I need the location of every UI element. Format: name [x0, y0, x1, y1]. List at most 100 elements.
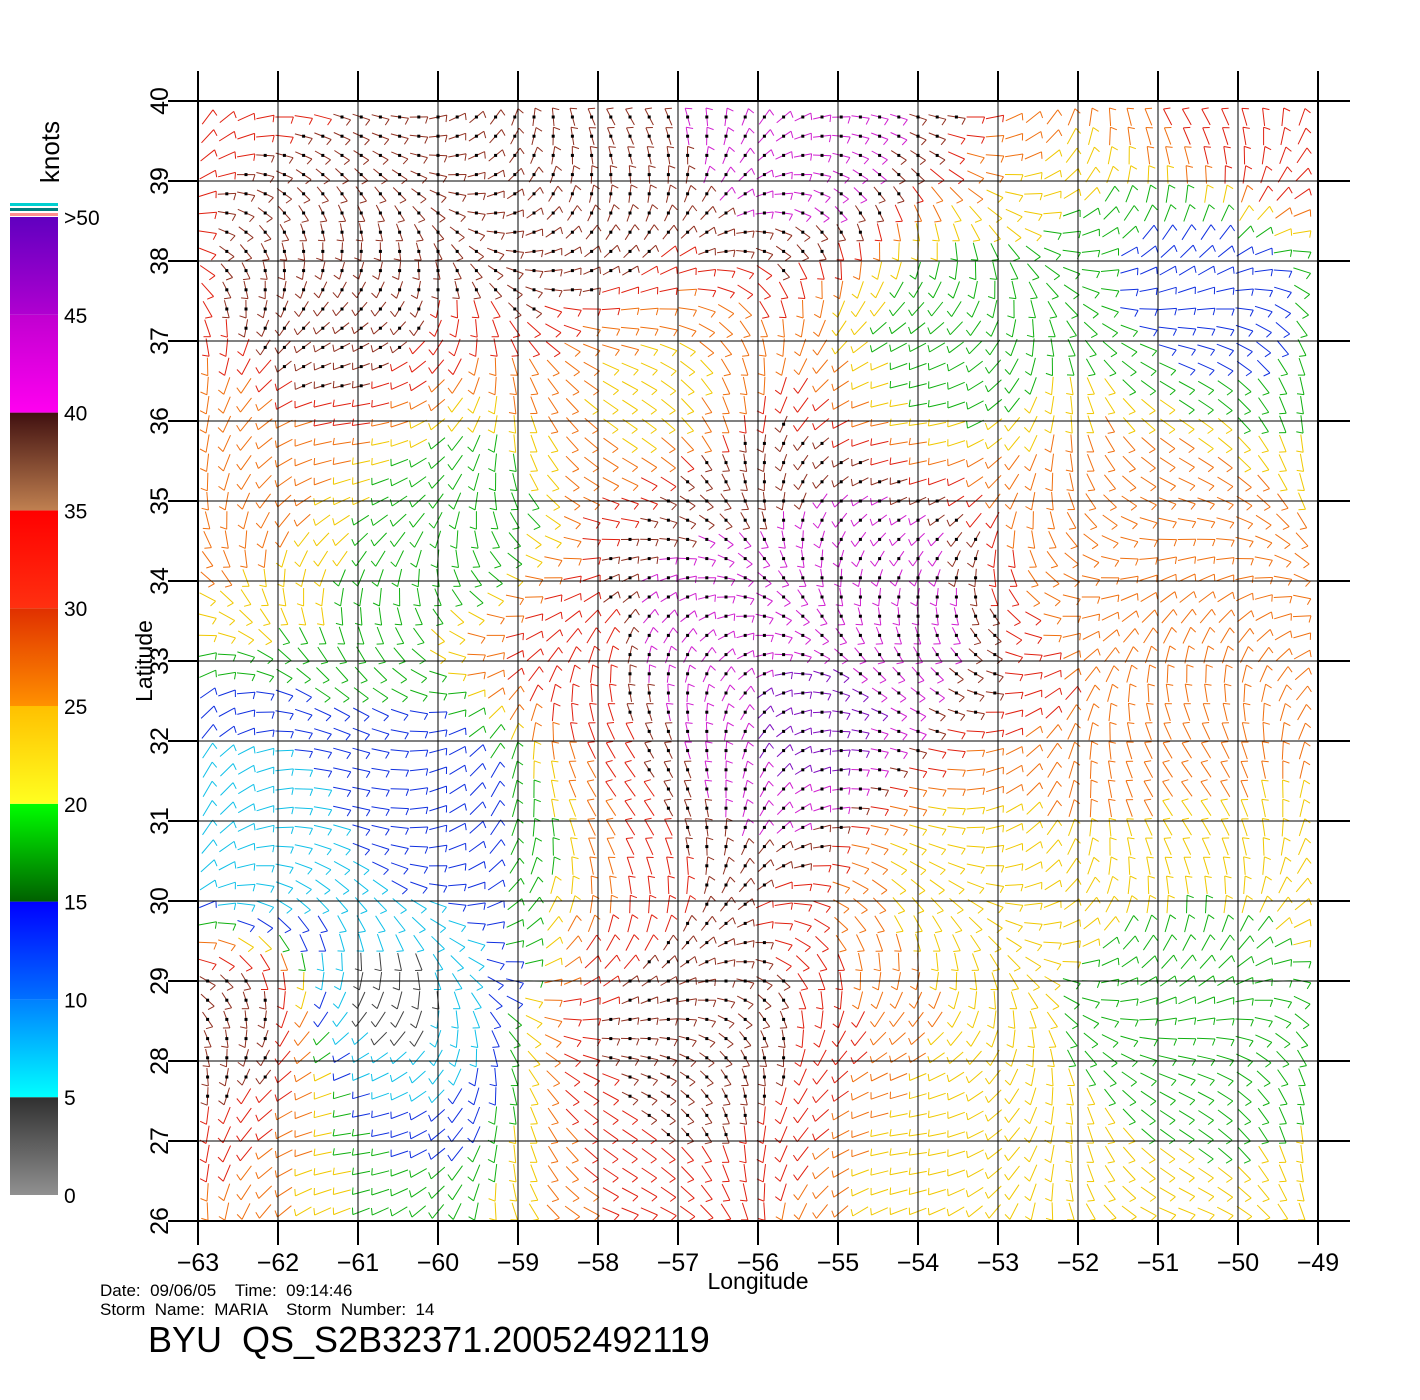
wind-barb-flag — [257, 1024, 265, 1029]
wind-barb — [222, 1164, 231, 1182]
wind-barb-flag — [467, 1100, 475, 1106]
wind-barb-flag — [812, 1133, 816, 1141]
wind-barb — [451, 1107, 463, 1123]
wind-barb-flag — [464, 746, 467, 754]
wind-barb — [1031, 1029, 1035, 1048]
wind-barb — [371, 1092, 390, 1100]
wind-barb — [1124, 915, 1135, 932]
wind-barb-flag — [1056, 800, 1062, 807]
wind-barb-dot — [897, 480, 901, 484]
wind-barb — [837, 953, 845, 971]
wind-barb — [801, 1029, 804, 1048]
wind-barb-flag — [488, 1102, 496, 1106]
wind-barb — [256, 785, 274, 793]
wind-barb — [353, 687, 369, 699]
wind-barb-flag — [951, 623, 959, 626]
wind-barb-flag — [205, 1026, 213, 1030]
wind-barb-flag — [1244, 1178, 1251, 1183]
wind-barb-flag — [236, 1154, 241, 1162]
wind-barb-flag — [1090, 1064, 1097, 1068]
wind-barb-flag — [1011, 988, 1019, 991]
wind-barb — [508, 877, 522, 893]
wind-barb — [1008, 1107, 1020, 1123]
wind-barb-flag — [650, 1139, 657, 1145]
wind-barb-flag — [751, 898, 756, 906]
wind-barb-flag — [1204, 875, 1212, 878]
wind-barb-flag — [866, 808, 870, 816]
wind-barb-flag — [274, 1150, 277, 1158]
wind-barb-flag — [748, 722, 755, 729]
wind-barb — [1200, 800, 1212, 816]
wind-barb — [472, 1145, 481, 1163]
wind-barb-flag — [977, 908, 984, 914]
wind-barb — [1140, 1186, 1157, 1198]
wind-barb-flag — [847, 749, 851, 757]
wind-barb-flag — [1112, 683, 1119, 689]
wind-barb-flag — [774, 1176, 781, 1182]
wind-barb — [276, 1090, 293, 1102]
wind-barb-flag — [850, 1093, 853, 1101]
wind-barb-flag — [402, 696, 408, 703]
wind-barb-flag — [804, 946, 811, 953]
wind-barb-dot — [225, 1037, 229, 1041]
wind-barb — [449, 783, 466, 795]
wind-barb — [569, 741, 576, 760]
wind-barb-flag — [385, 770, 390, 778]
wind-barb-flag — [691, 1040, 697, 1047]
wind-barb-flag — [408, 1076, 413, 1084]
wind-barb-flag — [982, 807, 986, 815]
wind-barb — [550, 684, 556, 702]
wind-barb — [409, 768, 428, 772]
wind-barb-dot — [782, 787, 786, 791]
wind-barb-flag — [1048, 1046, 1056, 1048]
wind-barb-flag — [1200, 760, 1208, 763]
wind-barb-flag — [1244, 1121, 1252, 1126]
wind-barb — [1120, 1018, 1139, 1021]
wind-barb-dot — [206, 1056, 210, 1060]
wind-barb — [1028, 1126, 1038, 1144]
wind-barb-flag — [710, 665, 716, 671]
wind-barb-flag — [1091, 798, 1098, 803]
wind-barb-flag — [1221, 741, 1229, 743]
wind-barb — [1085, 1069, 1097, 1085]
wind-barb — [774, 902, 793, 906]
wind-barb-flag — [425, 749, 429, 757]
wind-barb-flag — [748, 838, 755, 844]
wind-barb-flag — [300, 950, 308, 952]
wind-barb-flag — [483, 707, 486, 715]
wind-barb-flag — [422, 887, 428, 894]
wind-barb-flag — [327, 752, 333, 759]
wind-barb-flag — [1020, 884, 1024, 892]
wind-barb — [1275, 917, 1290, 930]
wind-barb-flag — [866, 769, 870, 777]
wind-barb-dot — [954, 537, 958, 541]
wind-barb-dot — [705, 1017, 709, 1021]
wind-barb — [583, 1186, 600, 1198]
wind-barb-flag — [589, 702, 597, 705]
wind-barb — [566, 1127, 579, 1142]
wind-barb — [1141, 1128, 1156, 1141]
wind-barb-dot — [743, 691, 747, 695]
wind-barb-dot — [839, 672, 843, 676]
wind-barb-flag — [554, 1062, 561, 1068]
wind-barb-flag — [609, 683, 617, 686]
wind-barb — [530, 1106, 538, 1124]
wind-barb-flag — [327, 829, 333, 836]
wind-barb — [1028, 1145, 1038, 1163]
wind-barb — [588, 837, 596, 856]
wind-barb — [528, 1203, 540, 1220]
wind-barb-flag — [710, 895, 717, 902]
wind-barb — [1204, 876, 1208, 894]
wind-barb — [1063, 995, 1080, 1005]
wind-barb-flag — [342, 890, 350, 895]
wind-barb-flag — [313, 457, 316, 465]
wind-barb-flag — [946, 1074, 950, 1082]
wind-barb — [893, 1011, 905, 1027]
wind-barb — [870, 1112, 889, 1119]
wind-barb-flag — [864, 714, 870, 721]
wind-barb-flag — [768, 963, 774, 971]
wind-barb — [1198, 1167, 1214, 1179]
wind-barb-dot — [935, 633, 939, 637]
wind-barb — [852, 880, 869, 890]
wind-barb-dot — [628, 998, 632, 1002]
